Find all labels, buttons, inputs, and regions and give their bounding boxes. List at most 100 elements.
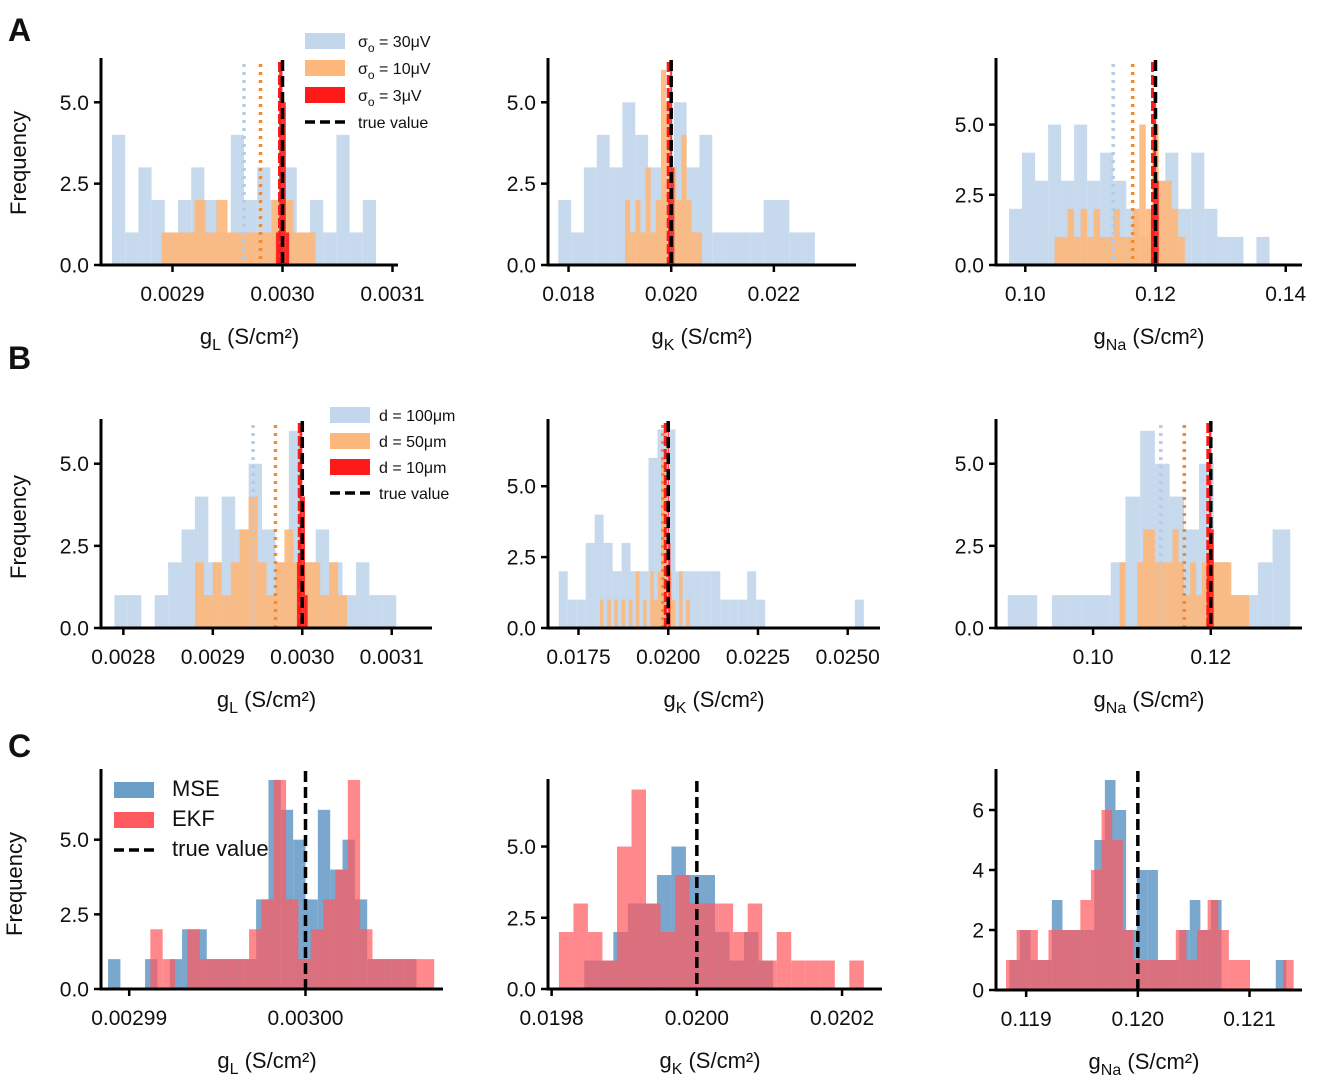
histogram-bar: [1158, 180, 1166, 265]
histogram-bar: [1218, 930, 1229, 990]
histogram-bar: [162, 959, 176, 989]
legend-swatch: [114, 812, 154, 828]
histogram-bar: [1119, 562, 1126, 628]
histogram-bar: [183, 232, 195, 265]
panel-letters: A B C: [8, 12, 31, 764]
histogram-bar: [355, 562, 370, 628]
x-tick-label: 0.018: [542, 283, 595, 306]
x-axis-label: gL (S/cm²): [217, 687, 316, 717]
histogram-bar: [603, 542, 613, 628]
histogram-bar: [602, 960, 617, 989]
histogram-bar: [646, 903, 661, 989]
x-tick-label: 0.0200: [665, 1007, 729, 1030]
histogram-bar: [1137, 562, 1144, 628]
histogram-bar: [679, 571, 683, 628]
legend-swatch: [114, 782, 154, 798]
histogram-bar: [763, 199, 777, 265]
histogram-bar: [125, 232, 139, 265]
histogram-bar: [138, 167, 152, 265]
x-tick-label: 0.0029: [140, 283, 204, 306]
histogram-bar: [1166, 562, 1173, 628]
legend-swatch: [305, 33, 345, 49]
x-tick-label: 0.14: [1265, 283, 1306, 306]
y-tick-label: 5.0: [507, 836, 536, 859]
legend-swatch: [330, 459, 370, 475]
histogram-bar: [236, 959, 250, 989]
histogram-bar: [594, 514, 604, 628]
histogram-bar: [293, 232, 305, 265]
histogram-bar: [304, 595, 308, 628]
histogram-bar: [849, 960, 864, 989]
legend-label: d = 100μm: [379, 408, 455, 425]
y-tick-label: 0: [972, 980, 984, 1003]
histogram-bar: [266, 595, 276, 628]
x-axis-label: gK (S/cm²): [651, 324, 752, 354]
histogram-bar: [686, 599, 690, 628]
histogram-bar: [1067, 208, 1075, 265]
histogram-bar: [1087, 236, 1094, 265]
x-axis-label: gNa (S/cm²): [1094, 324, 1205, 354]
x-tick-label: 0.12: [1135, 283, 1176, 306]
histogram-bar: [127, 595, 142, 628]
histogram-bar: [693, 571, 703, 628]
histogram-bar: [362, 199, 376, 265]
histogram-bar: [230, 134, 244, 265]
histogram-bar: [762, 960, 777, 989]
series-b2-0: [558, 429, 864, 628]
histogram-bar: [1147, 870, 1158, 990]
histogram-bar: [1243, 595, 1250, 628]
histogram-bar: [212, 959, 225, 989]
histogram-bar: [720, 599, 730, 628]
x-tick-label: 0.00299: [91, 1007, 167, 1030]
histogram-bar: [421, 959, 435, 989]
histogram-bar: [285, 232, 290, 265]
histogram-bar: [369, 595, 383, 628]
series-b3-1: [1119, 529, 1250, 628]
series-c3-1: [1006, 810, 1294, 990]
histogram-bar: [257, 562, 267, 628]
y-tick-label: 5.0: [955, 453, 984, 476]
x-axis-label: gK (S/cm²): [663, 687, 764, 717]
x-tick-label: 0.121: [1223, 1008, 1276, 1031]
y-tick-label: 5.0: [955, 114, 984, 137]
x-tick-label: 0.12: [1190, 646, 1231, 669]
histogram-bar: [1171, 208, 1179, 265]
panel-c3: 0 2 4 6 0.119 0.120 0.121 gNa (S/cm²): [972, 769, 1302, 1079]
histogram-bar: [203, 595, 213, 628]
x-axis-label: gL (S/cm²): [200, 324, 299, 354]
histogram-bar: [558, 932, 574, 989]
histogram-bar: [114, 595, 128, 628]
histogram-bar: [628, 599, 633, 628]
x-tick-label: 0.0028: [91, 646, 155, 669]
histogram-bar: [1096, 595, 1111, 628]
histogram-bar: [1122, 930, 1134, 990]
histogram-bar: [1213, 562, 1220, 628]
histogram-bar: [112, 134, 126, 265]
histogram-bar: [681, 134, 687, 265]
y-tick-label: 5.0: [507, 92, 536, 115]
histogram-bar: [666, 429, 676, 628]
histogram-bar: [1178, 562, 1185, 628]
histogram-bar: [650, 571, 654, 628]
y-tick-label: 6: [972, 800, 984, 823]
histogram-bar: [1217, 236, 1231, 265]
histogram-bar: [614, 599, 618, 628]
histogram-bar: [631, 789, 647, 989]
x-tick-label: 0.0202: [810, 1007, 874, 1030]
histogram-bar: [1074, 236, 1081, 265]
histogram-bar: [108, 959, 121, 989]
histogram-bar: [199, 959, 213, 989]
panel-b1: 0.0 2.5 5.0 0.0028 0.0029 0.0030 0.0031 gL (S/c…: [60, 407, 455, 717]
histogram-bar: [733, 932, 748, 989]
x-tick-label: 0.0225: [726, 646, 790, 669]
panel-a1: 0.0 2.5 5.0 0.0029 0.0030 0.0031 gL (S/cm²) σo …: [60, 33, 431, 354]
y-tick-label: 2.5: [507, 907, 536, 930]
histogram-bar: [397, 959, 410, 989]
legend-label: true value: [379, 486, 449, 503]
x-tick-label: 0.0250: [816, 646, 880, 669]
histogram-bar: [260, 232, 272, 265]
panel-b2: 0.0 2.5 5.0 0.0175 0.0200 0.0225 0.0250 gK (S/c…: [507, 419, 880, 717]
histogram-bar: [1225, 562, 1232, 628]
x-axis-label: gL (S/cm²): [217, 1048, 316, 1078]
ylabel-row-b: Frequency: [6, 475, 31, 579]
